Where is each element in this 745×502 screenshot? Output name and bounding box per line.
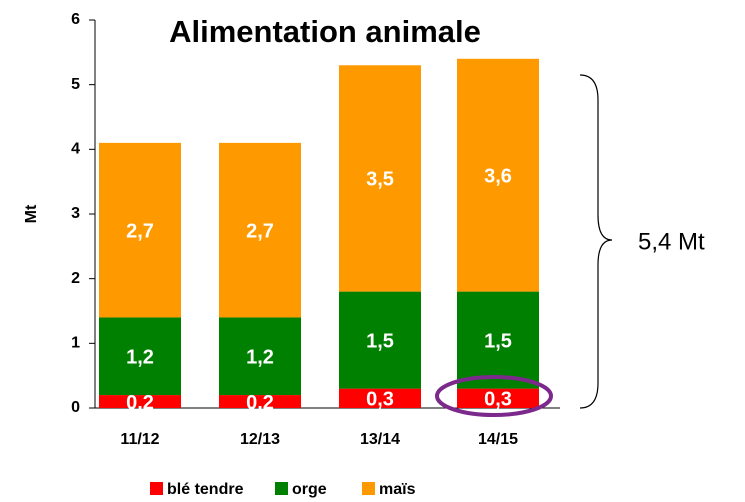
value-label: 1,2	[126, 347, 154, 369]
legend-swatch	[150, 482, 163, 495]
legend-swatch	[275, 482, 288, 495]
bar-segment	[99, 317, 181, 396]
bar-segment	[219, 395, 301, 408]
y-tick-label: 3	[71, 205, 80, 222]
value-label: 0,3	[366, 389, 394, 411]
bar-segment	[339, 388, 421, 408]
legend-label: maïs	[379, 481, 416, 498]
y-tick-label: 0	[71, 399, 80, 416]
x-tick-label: 12/13	[240, 431, 280, 448]
value-label: 1,5	[366, 330, 394, 352]
legend-swatch	[362, 482, 375, 495]
bar-segment	[99, 142, 181, 318]
legend-label: orge	[292, 481, 327, 498]
legend-label: blé tendre	[167, 481, 244, 498]
value-label: 1,5	[484, 330, 512, 352]
y-tick-label: 6	[71, 11, 80, 28]
bar-segment	[219, 317, 301, 396]
value-label: 0,3	[484, 389, 512, 411]
y-tick-label: 2	[71, 270, 80, 287]
value-label: 2,7	[126, 220, 154, 242]
x-tick-label: 11/12	[120, 431, 159, 448]
brace	[579, 74, 613, 409]
value-label: 1,2	[246, 347, 274, 369]
bar-segment	[457, 291, 539, 389]
value-label: 0,2	[126, 392, 154, 414]
bar-segment	[99, 395, 181, 408]
y-tick-label: 5	[71, 76, 80, 93]
x-tick-label: 14/15	[478, 431, 518, 448]
value-label: 0,2	[246, 392, 274, 414]
y-axis-label: Mt	[23, 204, 40, 223]
bar-segment	[457, 58, 539, 292]
annotation: 5,4 Mt	[638, 228, 705, 255]
bar-segment	[219, 142, 301, 318]
chart-title: Alimentation animale	[169, 14, 481, 49]
value-label: 2,7	[246, 220, 274, 242]
bar-segment	[339, 291, 421, 389]
x-tick-label: 13/14	[360, 431, 400, 448]
highlight-circle	[435, 375, 553, 417]
bar-segment	[339, 65, 421, 292]
value-label: 3,5	[366, 169, 394, 191]
y-tick-label: 1	[71, 335, 80, 352]
y-tick-label: 4	[71, 141, 80, 158]
bar-segment	[457, 388, 539, 408]
value-label: 3,6	[484, 165, 512, 187]
